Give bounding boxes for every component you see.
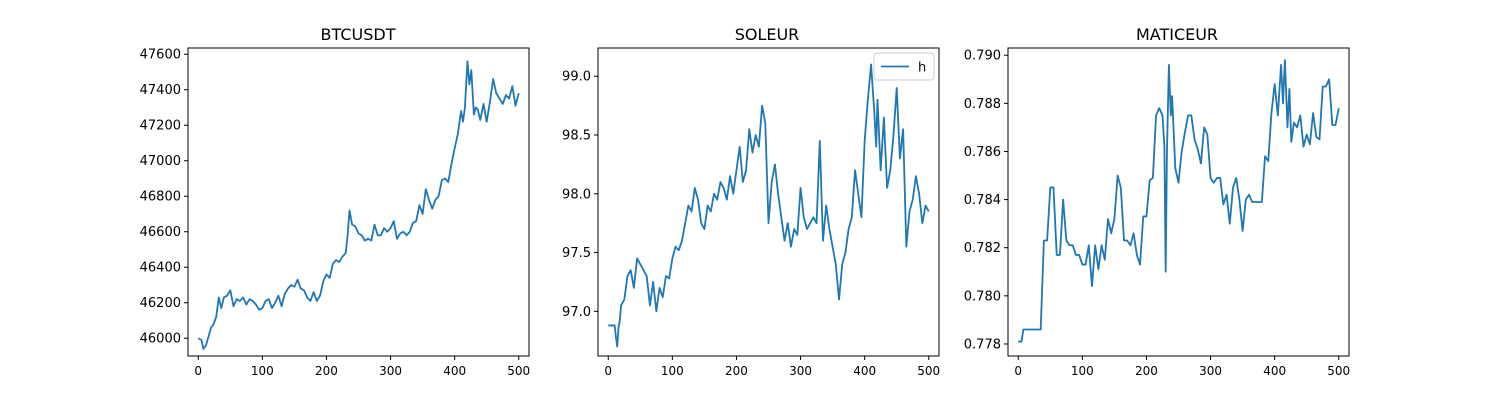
plot-area: 0 100 200 300 400 500 97.0 97.5 98.0 98.5 99.0 h: [562, 47, 940, 378]
maticeur-chart: MATICEUR 0 100 200 300 400 500 0.778 0.780 0.782…: [964, 25, 1350, 378]
series-line-0: [197, 60, 520, 350]
btcusdt-chart: BTCUSDT 0 100 200 300 400 500 46000 46200 46400 4…: [140, 25, 531, 378]
x-tick-label: 0: [194, 364, 202, 378]
x-tick-label: 400: [1263, 364, 1286, 378]
plot-area: 0 100 200 300 400 500 0.778 0.780 0.782 0.784 0.78…: [964, 47, 1350, 378]
x-tick-label: 300: [379, 364, 402, 378]
y-tick-label: 99.0: [562, 70, 591, 85]
chart-title: MATICEUR: [1136, 25, 1218, 44]
y-tick-label: 97.0: [562, 305, 591, 320]
y-tick-label: 46800: [140, 190, 181, 205]
y-tick-label: 0.782: [964, 241, 1001, 256]
x-tick-label: 100: [661, 364, 684, 378]
soleur-chart: SOLEUR 0 100 200 300 400 500 97.0 97.5 98.0 98.5 9…: [562, 25, 940, 378]
y-tick-label: 0.778: [964, 337, 1001, 352]
y-tick-label: 47400: [140, 83, 181, 98]
x-tick-label: 200: [725, 364, 748, 378]
y-tick-label: 46000: [140, 332, 181, 347]
series-line-0: [608, 63, 930, 348]
y-tick-label: 98.0: [562, 187, 591, 202]
y-tick-label: 46400: [140, 261, 181, 276]
x-tick-label: 400: [853, 364, 876, 378]
plot-area: 0 100 200 300 400 500 46000 46200 46400 46600 4680…: [140, 47, 530, 378]
legend-label: h: [918, 61, 926, 76]
x-tick-label: 100: [251, 364, 274, 378]
y-tick-label: 98.5: [562, 128, 591, 143]
y-tick-label: 0.786: [964, 145, 1001, 160]
y-tick-label: 0.790: [964, 49, 1001, 64]
x-tick-label: 500: [507, 364, 530, 378]
x-tick-label: 500: [917, 364, 940, 378]
y-tick-label: 46600: [140, 225, 181, 240]
y-tick-label: 47000: [140, 154, 181, 169]
chart-title: BTCUSDT: [321, 25, 396, 44]
x-tick-label: 400: [443, 364, 466, 378]
x-tick-label: 0: [604, 364, 612, 378]
axes-frame: [1007, 47, 1350, 357]
axes-frame: [187, 47, 530, 357]
y-tick-label: 97.5: [562, 246, 591, 261]
x-tick-label: 100: [1071, 364, 1094, 378]
x-tick-label: 200: [1135, 364, 1158, 378]
x-tick-label: 0: [1014, 364, 1022, 378]
y-tick-label: 46200: [140, 296, 181, 311]
axes-frame: [597, 47, 940, 357]
y-tick-label: 0.788: [964, 97, 1001, 112]
y-tick-label: 0.780: [964, 289, 1001, 304]
series-line-0: [1018, 59, 1340, 343]
x-tick-label: 300: [789, 364, 812, 378]
y-tick-label: 47600: [140, 48, 181, 63]
y-tick-label: 0.784: [964, 193, 1001, 208]
y-tick-label: 47200: [140, 119, 181, 134]
chart-title: SOLEUR: [735, 25, 800, 44]
x-tick-label: 500: [1327, 364, 1350, 378]
x-tick-label: 200: [315, 364, 338, 378]
x-tick-label: 300: [1199, 364, 1222, 378]
